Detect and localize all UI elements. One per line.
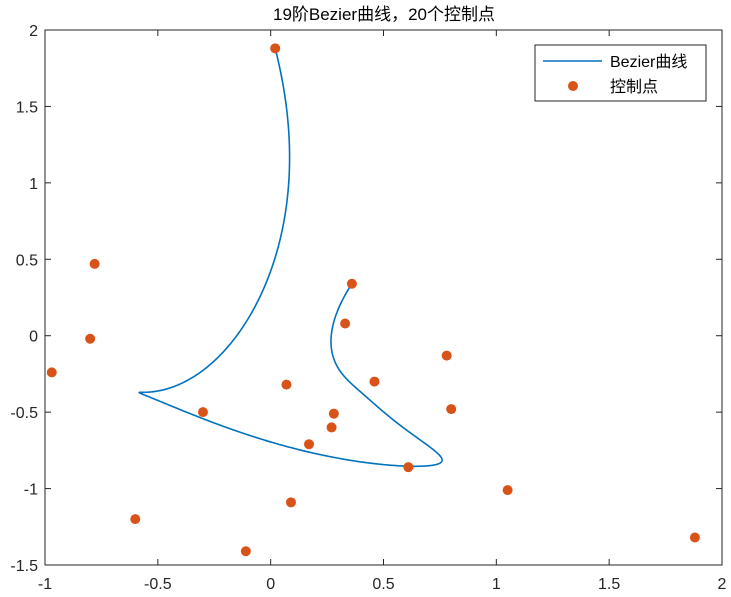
legend-label-curve: Bezier曲线 [610,53,687,71]
control-point [197,407,208,418]
legend-box [534,44,707,102]
chart-title: 19阶Bezier曲线，20个控制点 [273,5,495,24]
x-tick-label: -0.5 [144,576,172,593]
x-tick-label: 0 [266,576,275,593]
control-points [46,43,700,557]
y-tick-label: -0.5 [10,405,38,422]
control-point [46,367,57,378]
control-point [446,404,457,415]
control-point [285,497,296,508]
bezier-curve [138,48,443,468]
y-tick-label: 1.5 [16,99,38,116]
y-tick-label: 0 [29,329,38,346]
control-point [689,532,700,543]
control-point [403,462,414,473]
legend-marker-swatch [568,81,578,91]
control-point [326,422,337,433]
y-tick-label: 0.5 [16,252,38,269]
control-point [340,318,351,329]
y-tick-label: -1 [24,482,38,499]
x-tick-label: 1.5 [598,576,620,593]
control-point [346,278,357,289]
y-tick-label: 1 [29,176,38,193]
y-tick-label: -1.5 [10,558,38,575]
legend-label-points: 控制点 [610,78,658,96]
control-point [89,258,100,269]
control-point [369,376,380,387]
control-point [281,379,292,390]
control-point [502,485,513,496]
plot-area [44,29,723,566]
x-axis: -1 -0.5 0 0.5 1 1.5 2 [38,30,727,593]
y-axis: 2 1.5 1 0.5 0 -0.5 -1 -1.5 [10,23,722,575]
control-point [441,350,452,361]
control-point [240,546,251,557]
y-tick-label: 2 [29,23,38,40]
control-point [85,333,96,344]
control-point [130,514,141,525]
x-tick-label: -1 [38,576,52,593]
x-tick-label: 0.5 [372,576,394,593]
control-point [328,408,339,419]
control-point [270,43,281,54]
x-tick-label: 1 [492,576,501,593]
control-point [304,439,315,450]
x-tick-label: 2 [718,576,727,593]
legend: Bezier曲线 控制点 [534,44,707,102]
